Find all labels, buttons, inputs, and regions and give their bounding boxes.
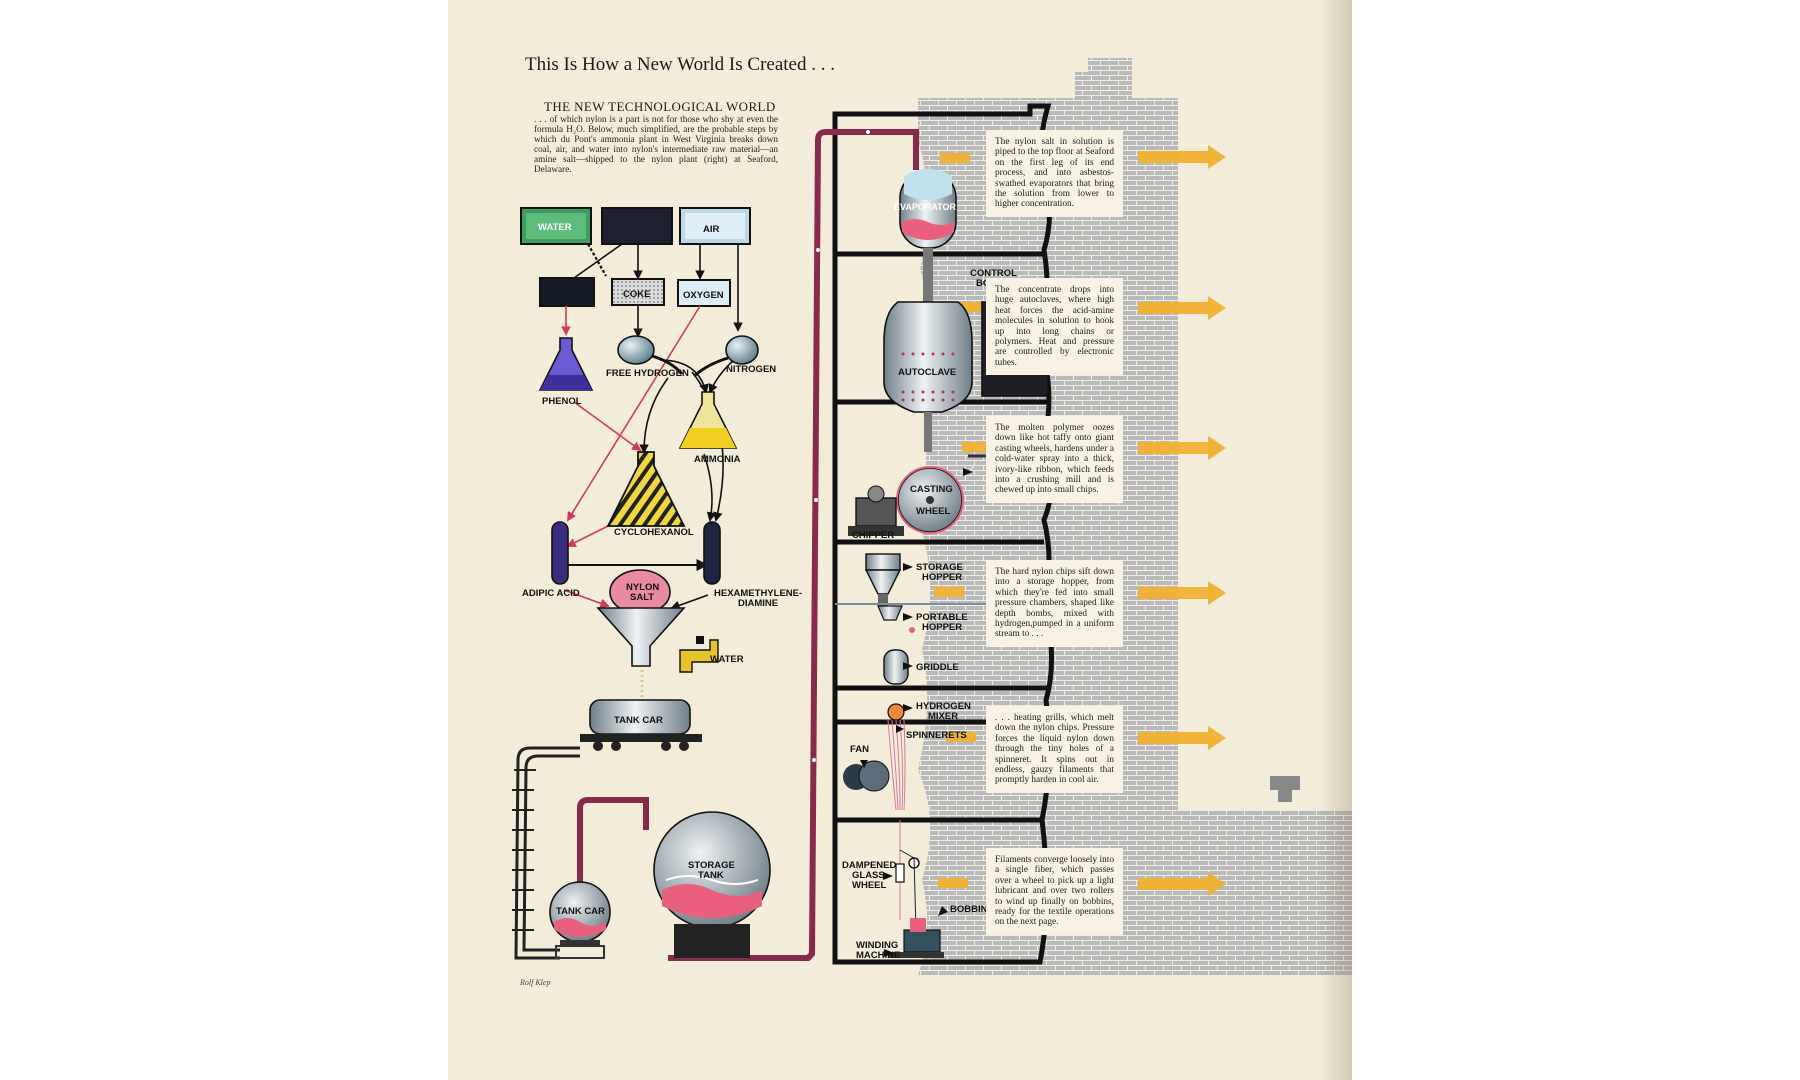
railroad-track: [512, 746, 580, 960]
adipic-acid-tube: [551, 521, 569, 585]
chipper: [848, 485, 904, 536]
oxygen-box: [677, 279, 731, 307]
free-hydrogen-label: FREE HYDROGEN: [606, 368, 689, 379]
cyclohexanol-label: CYCLOHEXANOL: [614, 527, 694, 538]
ammonia-label: AMMONIA: [694, 454, 741, 465]
tank-car-top-label: TANK CAR: [614, 715, 663, 726]
chipper-label: CHIPPER: [852, 530, 894, 541]
winding-label-1: WINDING: [856, 940, 898, 951]
free-hydrogen-bulb: [617, 335, 684, 375]
dampened-label-1: DAMPENED: [842, 860, 897, 871]
nitrogen-bulb: [693, 335, 759, 378]
storage-tank-label-2: TANK: [698, 870, 724, 881]
winding-machine: [888, 918, 944, 958]
coke-label: COKE: [623, 289, 650, 300]
portable-hopper: [877, 605, 915, 633]
casting-wheel-label-2: WHEEL: [916, 506, 951, 517]
dampened-glass-wheel: [895, 849, 920, 931]
winding-label-2: MACHINE: [856, 950, 900, 961]
spinnerets-label: SPINNERETS: [906, 730, 967, 741]
hydrogen-mixer: [887, 703, 905, 721]
tank-car-sphere: [549, 881, 611, 959]
casting-wheel-label-1: CASTING: [910, 484, 953, 495]
storage-hopper-label-1: STORAGE: [916, 562, 963, 573]
storage-tank-label-1: STORAGE: [688, 860, 735, 871]
brick-wall: [918, 58, 1352, 975]
cyclohexanol-flask: [606, 451, 686, 527]
fan: [843, 760, 890, 792]
hexamethylene-label-1: HEXAMETHYLENE-: [714, 588, 802, 599]
page-title: This Is How a New World Is Created . . .: [525, 54, 835, 75]
portable-hopper-label-1: PORTABLE: [916, 612, 968, 623]
autoclave: [883, 301, 973, 452]
description-hopper: The hard nylon chips sift down into a st…: [986, 560, 1123, 647]
nylon-salt-label-2: SALT: [630, 592, 654, 603]
portable-hopper-label-2: HOPPER: [922, 622, 962, 633]
bobbin-label: BOBBIN: [950, 904, 988, 915]
fan-label: FAN: [850, 744, 869, 755]
air-label: AIR: [703, 224, 720, 235]
evaporator-label: EVAPORATOR: [894, 202, 957, 212]
oxygen-label: OXYGEN: [683, 290, 724, 301]
hexamethylene-label-2: DIAMINE: [738, 598, 778, 609]
nylon-salt-funnel: [596, 569, 686, 700]
water-tap: [679, 636, 719, 673]
coal-box: [601, 207, 673, 245]
description-evaporator: The nylon salt in solution is piped to t…: [986, 130, 1123, 217]
nitrogen-label: NITROGEN: [726, 364, 776, 375]
casting-wheel: [896, 466, 964, 534]
control-board-label-1: CONTROL: [970, 268, 1017, 279]
description-casting: The molten polymer oozes down like hot t…: [986, 416, 1123, 503]
tank-car-rail: [580, 699, 702, 751]
magazine-page: This Is How a New World Is Created . . .…: [448, 0, 1352, 1080]
tank-car-bottom-label: TANK CAR: [556, 906, 605, 917]
tar-box: [539, 277, 595, 307]
hydrogen-mixer-label-1: HYDROGEN: [916, 701, 971, 712]
hexamethylene-tube: [703, 521, 721, 585]
pipe-flow-dots: [812, 130, 870, 762]
dampened-label-3: WHEEL: [852, 880, 887, 891]
hydrogen-mixer-label-2: MIXER: [928, 711, 958, 722]
artist-credit: Rolf Klep: [520, 978, 551, 987]
phenol-flask: [538, 337, 594, 391]
water-label: WATER: [538, 222, 572, 233]
ammonia-flask: [678, 391, 738, 449]
intro-heading: THE NEW TECHNOLOGICAL WORLD: [544, 99, 776, 114]
flow-connectors: [561, 243, 743, 610]
griddle-label: GRIDDLE: [916, 662, 959, 673]
storage-hopper: [864, 553, 902, 606]
description-winding: Filaments converge loosely into a single…: [986, 848, 1123, 935]
phenol-label: PHENOL: [542, 396, 582, 407]
plant-pointers: [860, 468, 973, 957]
nylon-salt-label-1: NYLON: [626, 582, 659, 593]
description-autoclave: The concentrate drops into huge autoclav…: [986, 278, 1123, 376]
dampened-label-2: GLASS: [852, 870, 885, 881]
description-spinneret: . . . heating grills, which melt down th…: [986, 706, 1123, 793]
coke-box: [611, 278, 665, 306]
salt-pipeline: [577, 129, 919, 961]
storage-tank: [653, 811, 771, 958]
yellow-arrows: [934, 145, 1226, 896]
nylon-process-diagram: WATER AIR COKE OXYGEN: [512, 58, 1352, 975]
evaporator: [899, 169, 957, 302]
adipic-acid-label: ADIPIC ACID: [522, 588, 580, 599]
intro-text: . . . of which nylon is a part is not fo…: [534, 114, 778, 174]
water-tap-label: WATER: [710, 654, 744, 665]
raw-material-boxes: [520, 207, 751, 307]
autoclave-label: AUTOCLAVE: [898, 367, 956, 378]
storage-hopper-label-2: HOPPER: [922, 572, 962, 583]
